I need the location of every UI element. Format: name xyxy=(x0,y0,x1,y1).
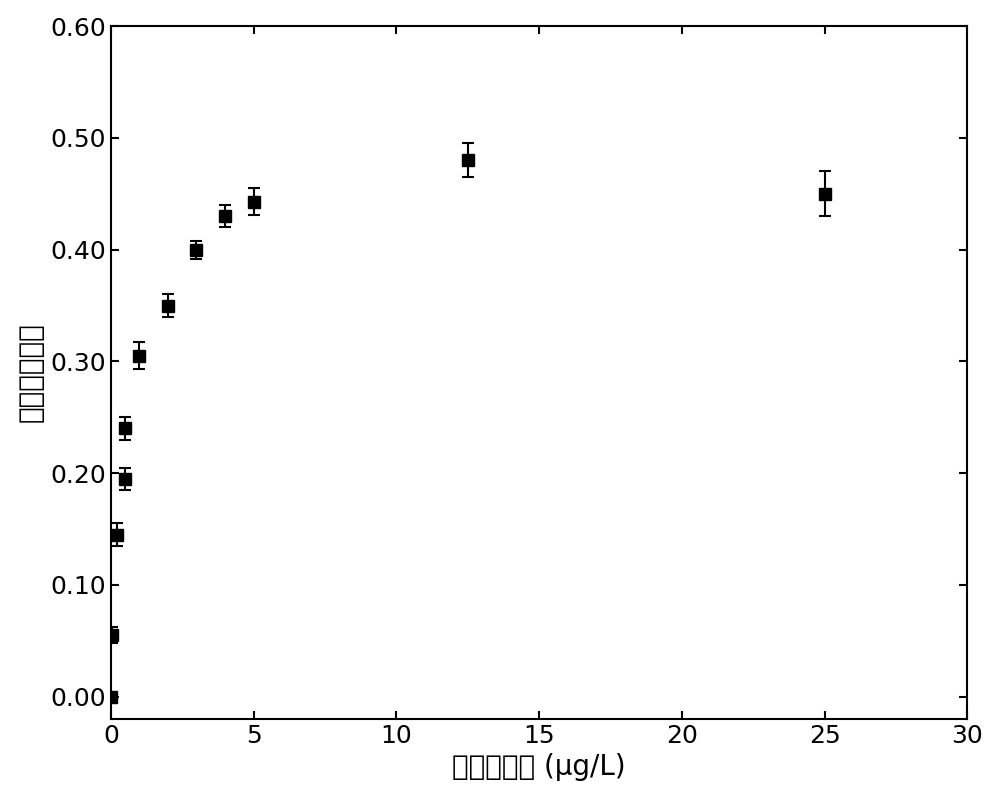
Y-axis label: 荧光恢复效率: 荧光恢复效率 xyxy=(17,322,45,422)
X-axis label: 土霌素浓度 (μg/L): 土霌素浓度 (μg/L) xyxy=(452,753,626,781)
